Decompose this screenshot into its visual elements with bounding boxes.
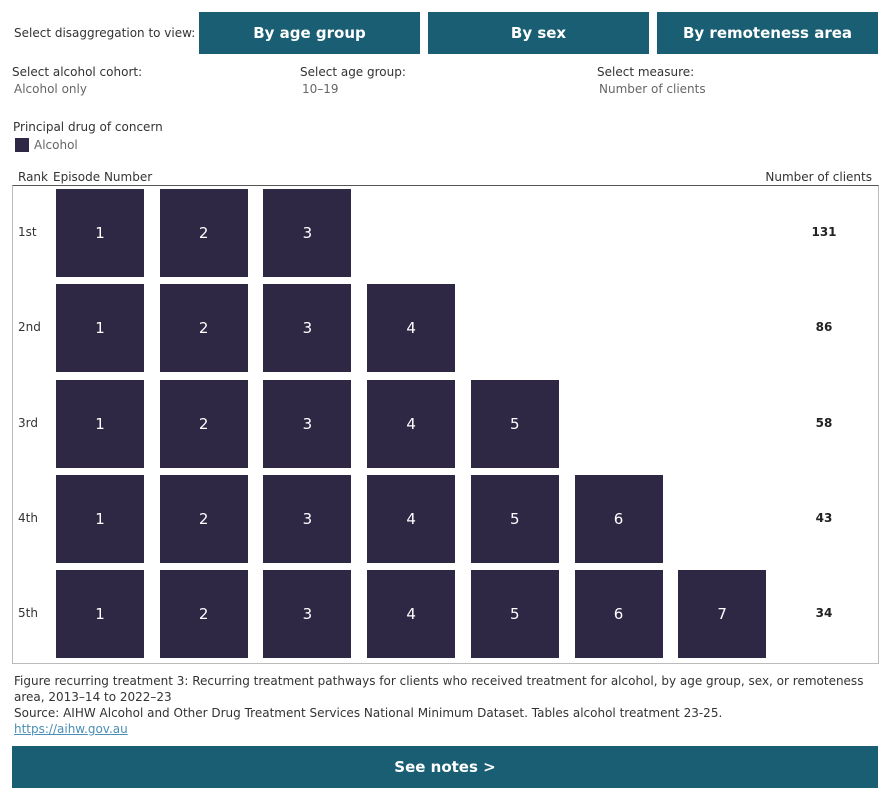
episode-box: 1: [56, 379, 144, 468]
legend-title: Principal drug of concern: [13, 120, 163, 134]
rank-label: 5th: [18, 606, 38, 621]
episode-box: 4: [367, 379, 456, 468]
filter-label: Select measure:: [597, 65, 695, 79]
episode-box: 1: [56, 474, 144, 563]
clients-value: 34: [815, 606, 833, 621]
episode-box: 3: [263, 189, 352, 277]
tab-button[interactable]: By remoteness area: [657, 12, 878, 54]
table-frame: [12, 185, 879, 664]
filter-value[interactable]: 10–19: [302, 82, 339, 96]
rank-label: 2nd: [18, 320, 41, 335]
clients-value: 58: [815, 415, 833, 430]
episode-box: 7: [678, 570, 767, 659]
link[interactable]: https://aihw.gov.au: [14, 722, 128, 736]
filter-label: Select alcohol cohort:: [12, 65, 143, 79]
clients-value: 43: [815, 510, 833, 525]
episode-box: 5: [470, 474, 559, 563]
prompt: Select disaggregation to view:: [14, 26, 196, 40]
column-header: Number of clients: [765, 170, 872, 184]
column-header: Rank: [18, 170, 48, 184]
caption: Figure recurring treatment 3: Recurring …: [14, 674, 864, 704]
episode-box: 6: [574, 474, 663, 563]
rank-label: 1st: [18, 225, 37, 239]
tab-button[interactable]: By sex: [428, 12, 649, 54]
episode-box: 4: [367, 474, 456, 563]
filter-label: Select age group:: [300, 65, 406, 79]
episode-box: 4: [367, 570, 456, 659]
legend-swatch: [15, 138, 29, 152]
episode-box: 3: [263, 570, 352, 659]
episode-box: 1: [56, 189, 144, 277]
tab-button[interactable]: By age group: [199, 12, 420, 54]
filter-value[interactable]: Number of clients: [599, 82, 706, 96]
episode-box: 2: [159, 474, 248, 563]
episode-box: 1: [56, 284, 144, 373]
episode-box: 2: [159, 570, 248, 659]
clients-value: 86: [815, 320, 833, 335]
episode-box: 2: [159, 284, 248, 373]
clients-value: 131: [811, 225, 837, 239]
rank-label: 4th: [18, 510, 38, 525]
episode-box: 1: [56, 570, 144, 659]
notes-button[interactable]: See notes >: [12, 746, 878, 788]
filter-value[interactable]: Alcohol only: [14, 82, 87, 96]
episode-box: 2: [159, 379, 248, 468]
rank-label: 3rd: [18, 415, 38, 430]
episode-box: 4: [367, 284, 456, 373]
source: Source: AIHW Alcohol and Other Drug Trea…: [14, 706, 723, 720]
episode-box: 3: [263, 474, 352, 563]
column-header: Episode Number: [53, 170, 153, 184]
episode-box: 5: [470, 379, 559, 468]
episode-box: 3: [263, 284, 352, 373]
episode-box: 3: [263, 379, 352, 468]
episode-box: 5: [470, 570, 559, 659]
episode-box: 2: [159, 189, 248, 277]
legend-label: Alcohol: [34, 138, 78, 152]
episode-box: 6: [574, 570, 663, 659]
